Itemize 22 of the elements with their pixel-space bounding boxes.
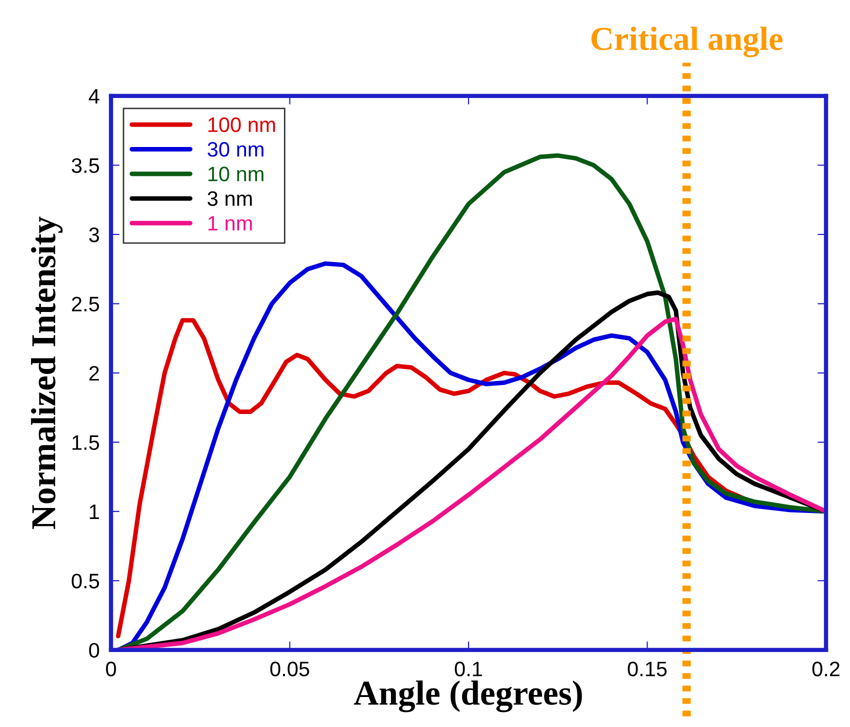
legend-label: 1 nm	[208, 216, 252, 230]
y-tick-label: 2.5	[72, 296, 100, 312]
legend-label: 10 nm	[208, 166, 264, 182]
y-tick-label: 2	[89, 366, 99, 380]
legend-label: 30 nm	[208, 142, 264, 157]
x-tick-label: 0.15	[628, 662, 667, 676]
y-tick-label: 0	[89, 642, 100, 658]
legend-label: 100 nm	[208, 117, 275, 132]
y-tick-label: 3	[89, 227, 99, 242]
x-axis-title: Angle (degrees)	[354, 680, 582, 712]
ref-line-label: Critical angle	[591, 26, 782, 58]
y-tick-label: 4	[88, 89, 100, 104]
y-axis-title: Normalized Intensity	[31, 216, 63, 530]
x-tick-label: 0	[106, 662, 116, 676]
x-tick-label: 0.05	[270, 662, 310, 676]
x-tick-label: 0.2	[812, 662, 840, 676]
y-tick-label: 3.5	[72, 158, 100, 173]
y-tick-label: 0.5	[72, 574, 100, 588]
y-tick-label: 1	[90, 504, 99, 519]
legend-label: 3 nm	[208, 191, 252, 206]
x-tick-label: 0.1	[454, 662, 482, 676]
y-tick-label: 1.5	[72, 435, 100, 450]
